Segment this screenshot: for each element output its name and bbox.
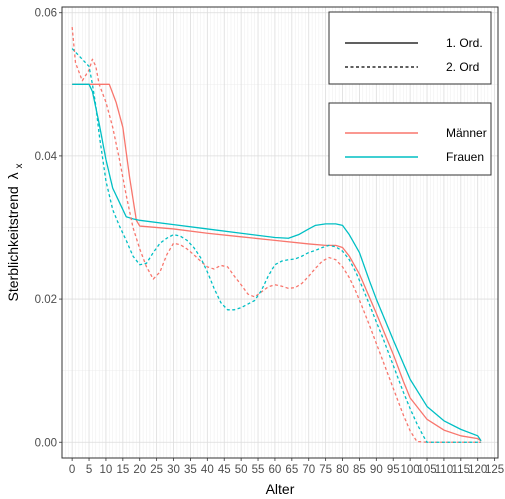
plot-panel-border bbox=[61, 6, 499, 459]
legend-color-box bbox=[328, 102, 492, 176]
y-tick-label: 0.06 bbox=[35, 8, 57, 20]
x-tick-label: 85 bbox=[353, 464, 366, 476]
x-tick-label: 125 bbox=[485, 464, 504, 476]
series-line-frauen-1-ord bbox=[72, 83, 482, 442]
x-tick-label: 35 bbox=[184, 464, 197, 476]
x-tick-label: 100 bbox=[401, 464, 420, 476]
x-tick-label: 50 bbox=[235, 464, 248, 476]
y-axis-title: Sterblichkeitstrend λ x bbox=[5, 164, 25, 302]
legend-linetype: 1. Ord. 2. Ord bbox=[328, 11, 492, 85]
x-tick-label: 20 bbox=[133, 464, 146, 476]
legend-label: Männer bbox=[446, 126, 487, 140]
x-tick-label: 95 bbox=[387, 464, 400, 476]
x-tick-label: 120 bbox=[468, 464, 487, 476]
y-axis-title-subscript: x bbox=[14, 164, 25, 169]
y-tick-label: 0.00 bbox=[35, 437, 57, 449]
axes: 0 5 10 15 20 25 30 35 40 45 50 55 60 65 70 75 80 85 90 95 10… bbox=[35, 8, 505, 476]
x-tick-label: 70 bbox=[302, 464, 315, 476]
x-tick-label: 115 bbox=[452, 464, 470, 476]
x-tick-label: 45 bbox=[218, 464, 231, 476]
x-tick-label: 0 bbox=[69, 464, 75, 476]
x-tick-label: 55 bbox=[252, 464, 265, 476]
x-tick-label: 110 bbox=[435, 464, 453, 476]
legend-label: Frauen bbox=[446, 150, 484, 164]
x-tick-label: 40 bbox=[201, 464, 214, 476]
x-tick-label: 80 bbox=[336, 464, 349, 476]
x-axis-title: Alter bbox=[266, 481, 295, 497]
legend-label: 1. Ord. bbox=[446, 36, 483, 50]
grid-lines bbox=[61, 7, 499, 458]
y-axis-title-text: Sterblichkeitstrend bbox=[5, 186, 21, 301]
x-tick-label: 25 bbox=[150, 464, 163, 476]
x-tick-label: 65 bbox=[285, 464, 298, 476]
legend-color: Männer Frauen bbox=[328, 102, 492, 176]
x-tick-label: 5 bbox=[86, 464, 92, 476]
y-tick-label: 0.02 bbox=[35, 294, 57, 306]
series-line-maenner-1-ord bbox=[72, 83, 482, 442]
series-lines bbox=[71, 26, 482, 443]
x-tick-label: 90 bbox=[370, 464, 383, 476]
legend-label: 2. Ord bbox=[446, 60, 479, 74]
series-line-maenner-2-ord bbox=[71, 26, 482, 443]
y-axis-title-symbol: λ bbox=[5, 172, 21, 179]
series-line-frauen-2-ord bbox=[71, 48, 482, 443]
x-tick-label: 10 bbox=[100, 464, 113, 476]
x-tick-label: 30 bbox=[167, 464, 180, 476]
x-tick-label: 60 bbox=[269, 464, 282, 476]
x-tick-label: 105 bbox=[417, 464, 436, 476]
y-tick-label: 0.04 bbox=[35, 151, 58, 163]
x-tick-label: 75 bbox=[319, 464, 332, 476]
x-tick-label: 15 bbox=[116, 464, 129, 476]
legend-linetype-box bbox=[328, 11, 492, 85]
